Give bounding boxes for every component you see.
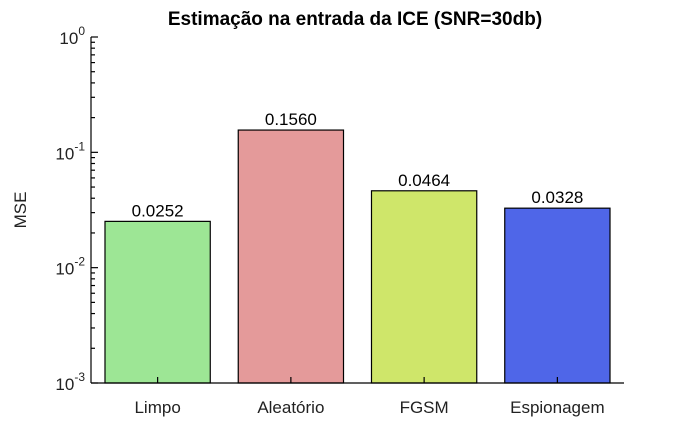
x-tick-label: Aleatório bbox=[257, 398, 324, 417]
bar-2 bbox=[237, 129, 345, 384]
data-labels-group: 0.0252 0.1560 0.0464 0.0328 bbox=[132, 110, 584, 220]
y-tick-label: 100 bbox=[59, 24, 85, 48]
x-tick-label: Limpo bbox=[134, 398, 180, 417]
bar-3 bbox=[370, 190, 478, 384]
x-axis-ticks: Limpo Aleatório FGSM Espionagem bbox=[134, 377, 605, 417]
bar-4 bbox=[504, 207, 611, 384]
y-axis-label: MSE bbox=[11, 192, 30, 229]
bars-group bbox=[104, 129, 611, 384]
x-tick-label: FGSM bbox=[400, 398, 449, 417]
y-tick-label: 10-2 bbox=[55, 255, 85, 279]
bar-value-label: 0.0464 bbox=[398, 171, 450, 190]
chart-title: Estimação na entrada da ICE (SNR=30db) bbox=[168, 9, 542, 30]
bar-1 bbox=[104, 220, 211, 384]
bar-value-label: 0.0328 bbox=[531, 188, 583, 207]
y-tick-label: 10-1 bbox=[55, 139, 85, 163]
x-tick-label: Espionagem bbox=[510, 398, 605, 417]
bar-value-label: 0.0252 bbox=[132, 201, 184, 220]
bar-value-label: 0.1560 bbox=[265, 110, 317, 129]
y-axis-ticks: 100 10-1 10-2 10-3 bbox=[55, 24, 98, 394]
y-tick-label: 10-3 bbox=[55, 370, 85, 394]
